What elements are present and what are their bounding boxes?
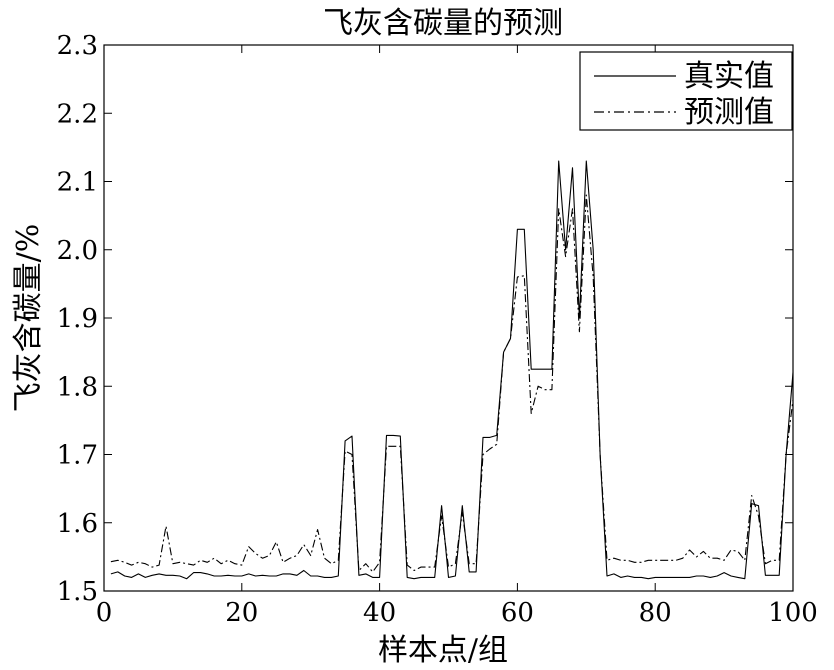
y-tick-label: 1.9 [57,304,98,334]
x-tick-label: 40 [363,598,396,628]
x-tick-label: 20 [225,598,258,628]
y-tick-label: 1.7 [57,441,98,471]
y-tick-label: 1.5 [57,577,98,607]
series-line-predicted [110,194,794,573]
series-line-actual [110,160,794,580]
legend-label-predicted: 预测值 [684,95,774,130]
plot-area: 0 20 40 60 80 100 1.5 1.6 1.7 1.8 1.9 2.0 2.1 2.2 2.3 [57,31,818,628]
legend-label-actual: 真实值 [684,59,774,94]
y-tick-label: 1.6 [57,509,98,539]
x-tick-label: 100 [768,598,818,628]
y-tick-label: 2.1 [57,168,98,198]
x-tick-label: 60 [501,598,534,628]
y-tick-label: 2.3 [57,31,98,61]
legend-box [579,51,793,131]
x-axis-title: 样本点/组 [378,633,508,668]
y-tick-label: 2.0 [57,236,98,266]
y-tick-label: 1.8 [57,372,98,402]
x-tick-label: 80 [639,598,672,628]
chart-title: 飞灰含碳量的预测 [323,6,563,41]
y-tick-label: 2.2 [57,99,98,129]
x-tick-label: 0 [96,598,113,628]
legend: 真实值 预测值 [579,51,793,131]
y-axis-title: 飞灰含碳量/% [11,224,46,413]
